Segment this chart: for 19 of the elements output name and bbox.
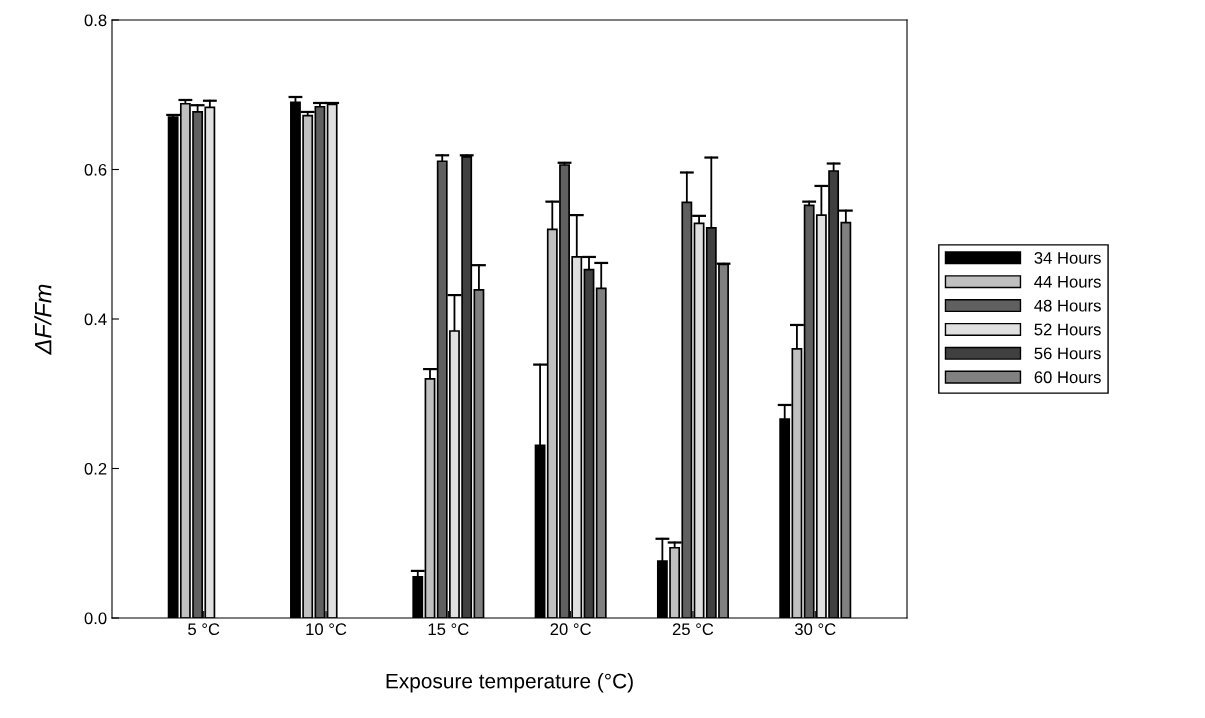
legend-label: 48 Hours	[1034, 299, 1101, 312]
y-tick-label: 0.2	[84, 462, 107, 475]
y-axis-title: ΔF/Fm	[34, 284, 52, 355]
legend-label: 34 Hours	[1034, 252, 1101, 264]
x-tick-label: 25 °C	[672, 623, 714, 636]
y-tick-label: 0.6	[84, 163, 107, 176]
x-axis-title: Exposure temperature (°C)	[386, 673, 633, 693]
x-tick-label: 20 °C	[550, 623, 591, 636]
y-tick-label: 0.0	[84, 612, 107, 625]
legend-label: 60 Hours	[1034, 371, 1101, 384]
x-tick-label: 10 °C	[306, 623, 347, 636]
x-tick-label: 15 °C	[428, 623, 469, 636]
legend-label: 56 Hours	[1034, 347, 1101, 360]
y-tick-label: 0.8	[84, 14, 107, 27]
x-tick-label: 30 °C	[794, 623, 836, 636]
x-tick-label: 5 °C	[188, 623, 220, 636]
legend-label: 52 Hours	[1034, 323, 1101, 336]
legend-label: 44 Hours	[1034, 276, 1101, 288]
y-tick-label: 0.4	[84, 313, 107, 326]
